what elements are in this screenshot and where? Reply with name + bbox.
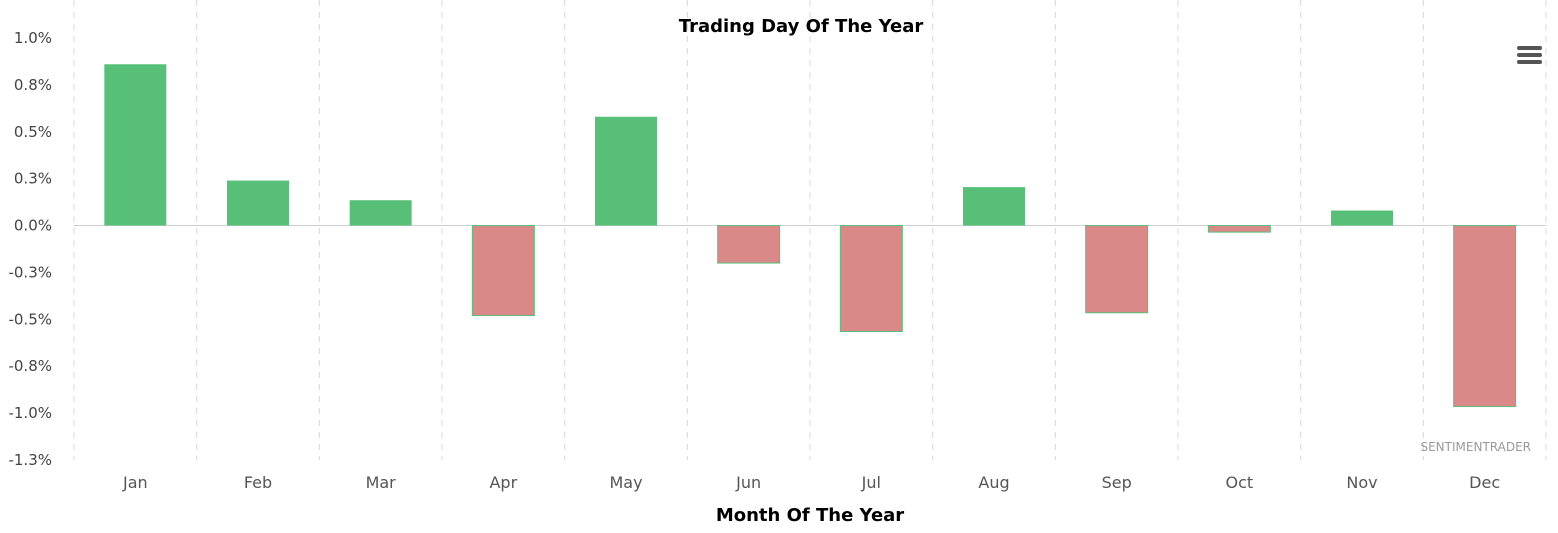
- y-tick-label: 1.0%: [14, 29, 52, 47]
- x-axis-title: Month Of The Year: [716, 505, 904, 526]
- x-tick-label: Feb: [244, 473, 272, 492]
- hamburger-menu-icon[interactable]: [1517, 46, 1542, 64]
- y-tick-label: -0.5%: [8, 310, 52, 328]
- y-tick-label: 0.3%: [14, 170, 52, 188]
- bar-jul[interactable]: [839, 225, 903, 333]
- grid-layer: [73, 0, 1547, 460]
- y-tick-label: -0.3%: [8, 263, 52, 281]
- x-tick-label: Jun: [735, 473, 761, 492]
- y-tick-label: -0.8%: [8, 357, 52, 375]
- bar-nov[interactable]: [1331, 210, 1393, 226]
- credit-label: SENTIMENTRADER: [1420, 440, 1531, 454]
- bar-may[interactable]: [595, 116, 657, 226]
- bar-mar[interactable]: [349, 200, 412, 226]
- x-tick-label: Jul: [861, 473, 881, 492]
- chart-title: Trading Day Of The Year: [679, 16, 924, 37]
- bar-feb[interactable]: [227, 180, 289, 226]
- x-tick-label: Oct: [1225, 473, 1253, 492]
- x-tick-label: Jan: [122, 473, 148, 492]
- bar-sep[interactable]: [1085, 225, 1149, 314]
- bar-apr[interactable]: [471, 225, 535, 317]
- x-axis: Jan Feb Mar Apr May Jun Jul Aug Sep Oct Nov Dec: [122, 473, 1500, 492]
- bar-layer: [104, 64, 1517, 408]
- bar-jan[interactable]: [104, 64, 167, 226]
- x-tick-label: Nov: [1346, 473, 1377, 492]
- y-tick-label: 0.5%: [14, 123, 52, 141]
- bar-oct[interactable]: [1207, 225, 1271, 233]
- bar-dec[interactable]: [1453, 225, 1517, 408]
- x-tick-label: Aug: [978, 473, 1009, 492]
- x-tick-label: May: [609, 473, 642, 492]
- x-tick-label: Apr: [489, 473, 517, 492]
- x-tick-label: Sep: [1102, 473, 1132, 492]
- x-tick-label: Dec: [1469, 473, 1500, 492]
- y-tick-label: 0.8%: [14, 76, 52, 94]
- y-axis: 1.0% 0.8% 0.5% 0.3% 0.0% -0.3% -0.5% -0.8% -1.0%…: [8, 29, 52, 469]
- y-tick-label: -1.3%: [8, 451, 52, 469]
- y-tick-label: -1.0%: [8, 404, 52, 422]
- bar-jun[interactable]: [717, 225, 781, 264]
- x-tick-label: Mar: [366, 473, 397, 492]
- y-tick-label: 0.0%: [14, 217, 52, 235]
- bar-aug[interactable]: [963, 187, 1025, 226]
